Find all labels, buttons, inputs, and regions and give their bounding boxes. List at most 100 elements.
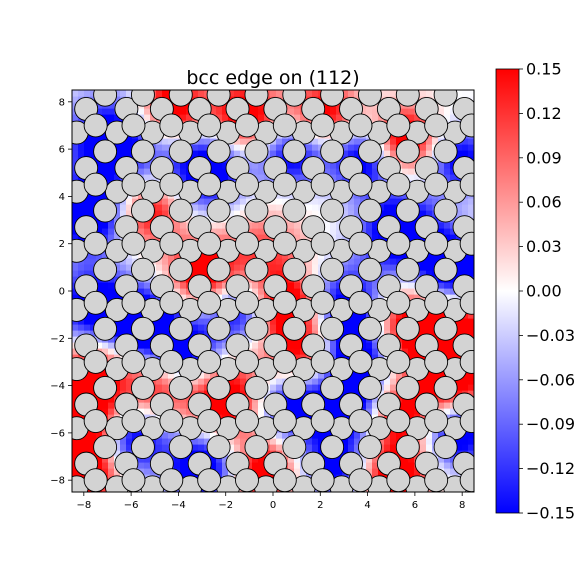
heatmap-cell: [162, 312, 169, 319]
heatmap-cell: [456, 378, 463, 385]
heatmap-cell: [120, 150, 127, 157]
heatmap-cell: [174, 348, 181, 355]
heatmap-cell: [138, 108, 145, 115]
atom-marker-layer-b: [168, 90, 193, 107]
atom-markers: [72, 90, 474, 492]
heatmap-cell: [234, 270, 241, 277]
heatmap-cell: [420, 414, 427, 421]
heatmap-cell: [96, 396, 103, 403]
heatmap-cell: [102, 468, 109, 475]
heatmap-cell: [72, 210, 79, 217]
heatmap-cell: [162, 318, 169, 325]
heatmap-cell: [324, 312, 331, 319]
heatmap-cell: [450, 228, 457, 235]
heatmap-cell: [450, 468, 457, 475]
heatmap-cell: [102, 372, 109, 379]
heatmap-cell: [324, 456, 331, 463]
heatmap-cell: [462, 210, 469, 217]
heatmap-cell: [432, 450, 439, 457]
heatmap-cell: [258, 402, 265, 409]
heatmap-cell: [420, 258, 427, 265]
heatmap-cell: [426, 312, 433, 319]
heatmap-cell: [438, 312, 445, 319]
heatmap-cell: [234, 444, 241, 451]
heatmap-cell: [360, 282, 367, 289]
atom-marker-layer-b: [386, 113, 411, 138]
heatmap-cell: [72, 276, 79, 283]
atom-marker-layer-b: [159, 468, 184, 492]
heatmap-cell: [468, 258, 474, 265]
heatmap-cell: [120, 264, 127, 271]
heatmap-cell: [456, 210, 463, 217]
atom-marker-layer-b: [282, 435, 307, 460]
heatmap-cell: [216, 108, 223, 115]
heatmap-cell: [108, 402, 115, 409]
heatmap-cell: [120, 438, 127, 445]
heatmap-cell: [126, 312, 133, 319]
heatmap-cell: [342, 270, 349, 277]
atom-marker-layer-b: [130, 316, 155, 341]
heatmap-cell: [348, 210, 355, 217]
heatmap-cell: [186, 336, 193, 343]
heatmap-cell: [336, 234, 343, 241]
atom-marker-layer-b: [83, 290, 108, 315]
heatmap-cell: [276, 90, 283, 97]
colorbar-tick-label: 0.06: [526, 193, 562, 212]
heatmap-cell: [312, 432, 319, 439]
heatmap-cell: [114, 270, 121, 277]
heatmap-cell: [276, 252, 283, 259]
heatmap-cell: [246, 102, 253, 109]
heatmap-cell: [108, 168, 115, 175]
heatmap-cell: [294, 402, 301, 409]
heatmap-cell: [420, 90, 427, 97]
heatmap-cell: [156, 90, 163, 97]
heatmap-cell: [276, 378, 283, 385]
heatmap-cell: [240, 204, 247, 211]
heatmap-cell: [156, 210, 163, 217]
heatmap-cell: [192, 210, 199, 217]
heatmap-cell: [234, 438, 241, 445]
heatmap-cell: [276, 144, 283, 151]
heatmap-cell: [108, 162, 115, 169]
heatmap-cell: [354, 318, 361, 325]
heatmap-cell: [252, 222, 259, 229]
heatmap-cell: [222, 408, 229, 415]
heatmap-cell: [312, 384, 319, 391]
heatmap-cell: [408, 462, 415, 469]
heatmap-cell: [390, 444, 397, 451]
heatmap-cell: [468, 138, 474, 145]
heatmap-cell: [354, 384, 361, 391]
heatmap-cell: [72, 408, 79, 415]
heatmap-cell: [156, 354, 163, 361]
heatmap-cell: [270, 210, 277, 217]
heatmap-cell: [294, 108, 301, 115]
heatmap-cell: [216, 114, 223, 121]
atom-marker-layer-b: [433, 139, 458, 164]
atom-marker-layer-b: [206, 435, 231, 460]
heatmap-cell: [288, 348, 295, 355]
heatmap-cell: [462, 384, 469, 391]
heatmap-cell: [306, 330, 313, 337]
atom-marker-layer-b: [358, 257, 382, 282]
heatmap-cell: [156, 414, 163, 421]
heatmap-cell: [216, 162, 223, 169]
heatmap-cell: [72, 156, 79, 163]
heatmap-cell: [462, 264, 469, 271]
heatmap-cell: [438, 228, 445, 235]
heatmap-cell: [102, 114, 109, 121]
heatmap-cell: [330, 114, 337, 121]
heatmap-cell: [252, 108, 259, 115]
heatmap-cell: [324, 342, 331, 349]
heatmap-cell: [114, 174, 121, 181]
heatmap-cell: [198, 444, 205, 451]
heatmap-cell: [126, 264, 133, 271]
heatmap-cell: [126, 270, 133, 277]
atom-marker-layer-b: [282, 90, 307, 107]
heatmap-cell: [342, 264, 349, 271]
heatmap-cell: [156, 384, 163, 391]
heatmap-cell: [144, 222, 151, 229]
heatmap-cell: [210, 462, 217, 469]
heatmap-cell: [78, 90, 85, 97]
heatmap-cell: [402, 348, 409, 355]
heatmap-cell: [342, 330, 349, 337]
